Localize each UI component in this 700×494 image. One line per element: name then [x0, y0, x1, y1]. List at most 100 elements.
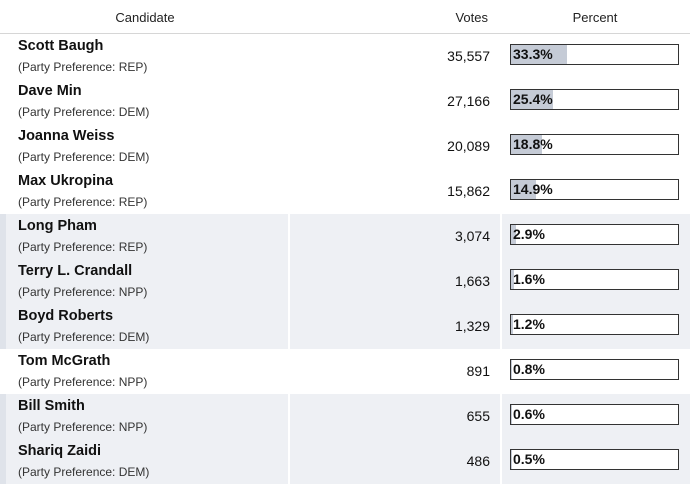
candidate-name: Tom McGrath	[18, 353, 111, 369]
results-table-header: Candidate Votes Percent	[0, 0, 700, 34]
candidate-name: Long Pham	[18, 218, 97, 234]
percent-bar: 18.8%	[510, 134, 679, 155]
percent-bar-fill	[511, 45, 567, 64]
votes-cell: 486	[290, 439, 500, 484]
party-preference: (Party Preference: DEM)	[18, 105, 150, 119]
header-divider	[0, 33, 690, 34]
votes-cell: 655	[290, 394, 500, 439]
candidate-cell: Bill Smith (Party Preference: NPP)	[6, 394, 288, 439]
party-preference: (Party Preference: DEM)	[18, 330, 150, 344]
table-row: Long Pham (Party Preference: REP) 3,074 2.9…	[0, 214, 690, 259]
table-row: Boyd Roberts (Party Preference: DEM) 1,329…	[0, 304, 690, 349]
percent-bar: 25.4%	[510, 89, 679, 110]
table-row: Joanna Weiss (Party Preference: DEM) 20,08…	[0, 124, 690, 169]
votes-cell: 1,329	[290, 304, 500, 349]
row-gutter	[0, 259, 6, 304]
candidate-cell: Scott Baugh (Party Preference: REP)	[6, 34, 288, 79]
table-row: Tom McGrath (Party Preference: NPP) 891 0.8…	[0, 349, 690, 394]
percent-bar-fill	[511, 225, 516, 244]
vote-count: 35,557	[447, 48, 490, 64]
party-preference: (Party Preference: DEM)	[18, 150, 150, 164]
percent-cell: 2.9%	[502, 214, 690, 259]
candidate-name: Scott Baugh	[18, 38, 104, 54]
percent-bar-fill	[511, 180, 536, 199]
candidate-cell: Joanna Weiss (Party Preference: DEM)	[6, 124, 288, 169]
candidate-cell: Boyd Roberts (Party Preference: DEM)	[6, 304, 288, 349]
candidate-name: Max Ukropina	[18, 173, 114, 189]
party-preference: (Party Preference: REP)	[18, 195, 148, 209]
percent-bar-fill	[511, 270, 514, 289]
votes-column-header[interactable]: Votes	[290, 0, 500, 34]
row-gutter	[0, 214, 6, 259]
votes-cell: 20,089	[290, 124, 500, 169]
percent-bar: 0.5%	[510, 449, 679, 470]
vote-count: 1,329	[454, 318, 490, 334]
row-gutter	[0, 394, 6, 439]
party-preference: (Party Preference: DEM)	[18, 465, 150, 479]
percent-cell: 0.6%	[502, 394, 690, 439]
candidate-name: Bill Smith	[18, 398, 85, 414]
votes-cell: 1,663	[290, 259, 500, 304]
percent-bar: 0.8%	[510, 359, 679, 380]
candidate-cell: Long Pham (Party Preference: REP)	[6, 214, 288, 259]
percent-cell: 0.5%	[502, 439, 690, 484]
percent-value: 33.3%	[513, 46, 553, 62]
percent-cell: 25.4%	[502, 79, 690, 124]
vote-count: 3,074	[454, 228, 490, 244]
percent-value: 0.8%	[513, 361, 545, 377]
party-preference: (Party Preference: NPP)	[18, 420, 148, 434]
percent-value: 0.6%	[513, 406, 545, 422]
table-row: Shariq Zaidi (Party Preference: DEM) 486 0.…	[0, 439, 690, 484]
vote-count: 1,663	[454, 273, 490, 289]
candidate-cell: Terry L. Crandall (Party Preference: NPP)	[6, 259, 288, 304]
candidate-cell: Dave Min (Party Preference: DEM)	[6, 79, 288, 124]
vote-count: 15,862	[447, 183, 490, 199]
candidate-name: Joanna Weiss	[18, 128, 115, 144]
candidate-cell: Tom McGrath (Party Preference: NPP)	[6, 349, 288, 394]
percent-bar-fill	[511, 135, 543, 154]
candidate-name: Terry L. Crandall	[18, 263, 133, 279]
percent-bar: 1.6%	[510, 269, 679, 290]
percent-value: 1.2%	[513, 316, 545, 332]
table-row: Max Ukropina (Party Preference: REP) 15,86…	[0, 169, 690, 214]
table-row: Dave Min (Party Preference: DEM) 27,166 25.…	[0, 79, 690, 124]
percent-column-header[interactable]: Percent	[500, 0, 690, 34]
percent-bar-fill	[511, 360, 513, 379]
party-preference: (Party Preference: NPP)	[18, 375, 148, 389]
percent-cell: 1.2%	[502, 304, 690, 349]
percent-cell: 33.3%	[502, 34, 690, 79]
row-gutter	[0, 304, 6, 349]
percent-value: 14.9%	[513, 181, 553, 197]
vote-count: 891	[466, 363, 490, 379]
candidate-name: Dave Min	[18, 83, 82, 99]
vote-count: 20,089	[447, 138, 490, 154]
candidate-cell: Shariq Zaidi (Party Preference: DEM)	[6, 439, 288, 484]
percent-bar: 14.9%	[510, 179, 679, 200]
percent-cell: 14.9%	[502, 169, 690, 214]
party-preference: (Party Preference: REP)	[18, 240, 148, 254]
row-gutter	[0, 439, 6, 484]
table-row: Terry L. Crandall (Party Preference: NPP)…	[0, 259, 690, 304]
candidate-name: Shariq Zaidi	[18, 443, 101, 459]
votes-cell: 35,557	[290, 34, 500, 79]
percent-bar-fill	[511, 315, 513, 334]
percent-value: 25.4%	[513, 91, 553, 107]
percent-cell: 18.8%	[502, 124, 690, 169]
percent-bar: 2.9%	[510, 224, 679, 245]
votes-cell: 3,074	[290, 214, 500, 259]
table-row: Scott Baugh (Party Preference: REP) 35,557…	[0, 34, 690, 79]
votes-cell: 15,862	[290, 169, 500, 214]
percent-bar-fill	[511, 90, 554, 109]
percent-cell: 1.6%	[502, 259, 690, 304]
percent-cell: 0.8%	[502, 349, 690, 394]
vote-count: 27,166	[447, 93, 490, 109]
percent-value: 2.9%	[513, 226, 545, 242]
votes-cell: 891	[290, 349, 500, 394]
percent-bar: 0.6%	[510, 404, 679, 425]
percent-value: 18.8%	[513, 136, 553, 152]
table-row: Bill Smith (Party Preference: NPP) 655 0.6%	[0, 394, 690, 439]
party-preference: (Party Preference: REP)	[18, 60, 148, 74]
candidate-column-header[interactable]: Candidate	[0, 0, 290, 34]
percent-bar: 1.2%	[510, 314, 679, 335]
percent-value: 0.5%	[513, 451, 545, 467]
